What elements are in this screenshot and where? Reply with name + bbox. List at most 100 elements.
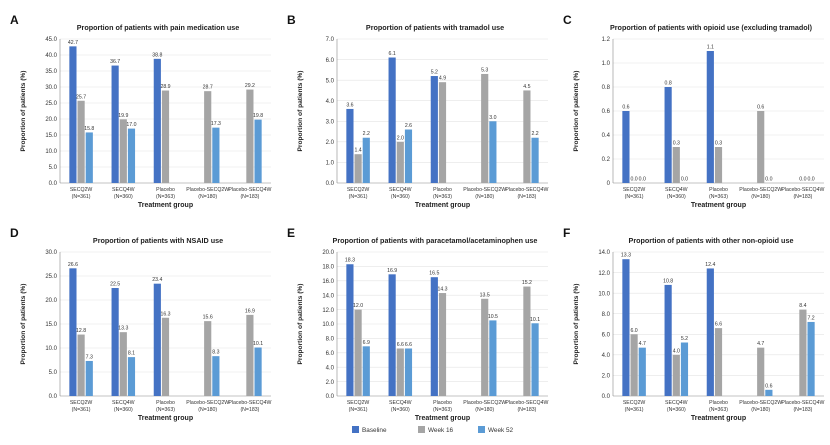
x-tick-sublabel: (N=180) (475, 194, 494, 200)
y-tick-label: 10.0 (598, 291, 610, 297)
y-tick-label: 25.0 (45, 101, 57, 107)
data-label: 0.6 (765, 383, 772, 389)
data-label: 15.8 (84, 126, 94, 132)
data-label: 0.6 (757, 105, 764, 111)
x-axis-label: Treatment group (415, 202, 470, 209)
bar-week-52 (212, 127, 220, 183)
bar-week-52 (680, 342, 689, 396)
x-tick-label: SECQ4W (112, 400, 135, 406)
y-axis-label: Proportion of patients (%) (297, 284, 304, 365)
chart-title: Proportion of patients with other non-op… (629, 236, 794, 245)
data-label: 16.3 (160, 311, 170, 317)
y-tick-label: 2.0 (326, 380, 335, 386)
data-label: 3.6 (346, 102, 353, 108)
x-tick-label: SECQ2W (347, 400, 370, 406)
x-tick-sublabel: (N=360) (391, 194, 410, 200)
data-label: 2.2 (531, 131, 538, 137)
x-tick-sublabel: (N=180) (198, 407, 217, 413)
chart-panel-d: D Proportion of patients with NSAID use 0.… (10, 226, 271, 422)
bar-week-16 (481, 298, 489, 396)
x-tick-sublabel: (N=180) (475, 407, 494, 413)
bar-week-52 (404, 129, 413, 183)
x-tick-label: Placebo-SECQ2W (463, 400, 506, 406)
bar-week-52 (212, 356, 220, 396)
bar-week-52 (489, 320, 497, 396)
y-tick-label: 0.8 (602, 85, 611, 91)
x-tick-sublabel: (N=360) (667, 407, 686, 413)
y-tick-label: 16.0 (322, 279, 334, 285)
x-tick-label: SECQ2W (70, 400, 93, 406)
chart-panel-f: F Proportion of patients with other non-o… (563, 226, 824, 422)
y-tick-label: 6.0 (326, 351, 335, 357)
data-label: 29.2 (245, 83, 255, 89)
data-label: 13.5 (480, 292, 490, 298)
x-axis-label: Treatment group (691, 202, 746, 209)
data-label: 5.3 (481, 67, 488, 73)
data-label: 0.0 (765, 177, 772, 183)
bar-week-16 (119, 119, 127, 183)
data-label: 13.3 (118, 326, 128, 332)
x-tick-sublabel: (N=363) (156, 194, 175, 200)
data-label: 19.8 (253, 113, 263, 119)
x-tick-sublabel: (N=361) (349, 194, 368, 200)
data-label: 0.3 (673, 141, 680, 147)
x-tick-label: Placebo-SECQ2W (186, 187, 229, 193)
x-tick-sublabel: (N=360) (667, 194, 686, 200)
x-tick-sublabel: (N=363) (156, 407, 175, 413)
bar-week-52 (531, 323, 539, 396)
bar-week-16 (161, 90, 170, 183)
bar-week-16 (246, 314, 254, 396)
x-tick-label: Placebo-SECQ4W (505, 400, 548, 406)
legend-swatch (478, 426, 485, 433)
y-tick-label: 14.0 (598, 250, 610, 256)
y-tick-label: 5.0 (49, 165, 58, 171)
chart-title: Proportion of patients with tramadol use (366, 23, 504, 32)
x-tick-label: SECQ2W (347, 187, 370, 193)
y-tick-label: 4.0 (326, 99, 335, 105)
y-axis-label: Proportion of patients (%) (20, 71, 27, 152)
bar-baseline (430, 76, 438, 183)
bar-week-16 (523, 286, 531, 396)
data-label: 36.7 (110, 59, 120, 65)
y-tick-label: 0.2 (602, 157, 611, 163)
bar-week-16 (672, 354, 680, 396)
x-tick-label: Placebo-SECQ2W (463, 187, 506, 193)
bar-week-16 (354, 309, 362, 396)
data-label: 10.5 (488, 314, 498, 320)
x-tick-label: Placebo (709, 400, 728, 406)
y-tick-label: 12.0 (598, 271, 610, 277)
bar-week-16 (523, 90, 531, 183)
x-tick-sublabel: (N=180) (751, 194, 770, 200)
data-label: 10.1 (253, 341, 263, 347)
bar-week-52 (404, 348, 413, 396)
bar-baseline (153, 283, 161, 396)
x-axis-label: Treatment group (138, 202, 193, 209)
bar-week-52 (765, 389, 773, 396)
y-tick-label: 1.0 (326, 161, 335, 167)
data-label: 12.0 (353, 303, 363, 309)
bar-week-52 (638, 347, 646, 396)
y-tick-label: 20.0 (322, 250, 334, 256)
data-label: 17.3 (211, 121, 221, 127)
data-label: 6.6 (715, 322, 722, 328)
y-tick-label: 4.0 (602, 353, 611, 359)
bar-baseline (153, 58, 161, 184)
x-tick-sublabel: (N=363) (709, 194, 728, 200)
data-label: 22.5 (110, 282, 120, 288)
data-label: 10.8 (663, 278, 673, 284)
x-tick-label: SECQ4W (665, 187, 688, 193)
bar-week-52 (85, 360, 93, 396)
legend-label: Baseline (362, 427, 387, 434)
y-tick-label: 15.0 (45, 133, 57, 139)
data-label: 0.8 (665, 81, 672, 87)
data-label: 2.2 (363, 131, 370, 137)
data-label: 4.5 (523, 84, 530, 90)
bar-baseline (346, 264, 354, 396)
y-tick-label: 18.0 (322, 265, 334, 271)
data-label: 6.0 (630, 328, 637, 334)
data-label: 4.9 (439, 76, 446, 82)
y-tick-label: 10.0 (45, 346, 57, 352)
data-label: 8.3 (212, 350, 219, 356)
panel-letter: A (10, 13, 19, 27)
